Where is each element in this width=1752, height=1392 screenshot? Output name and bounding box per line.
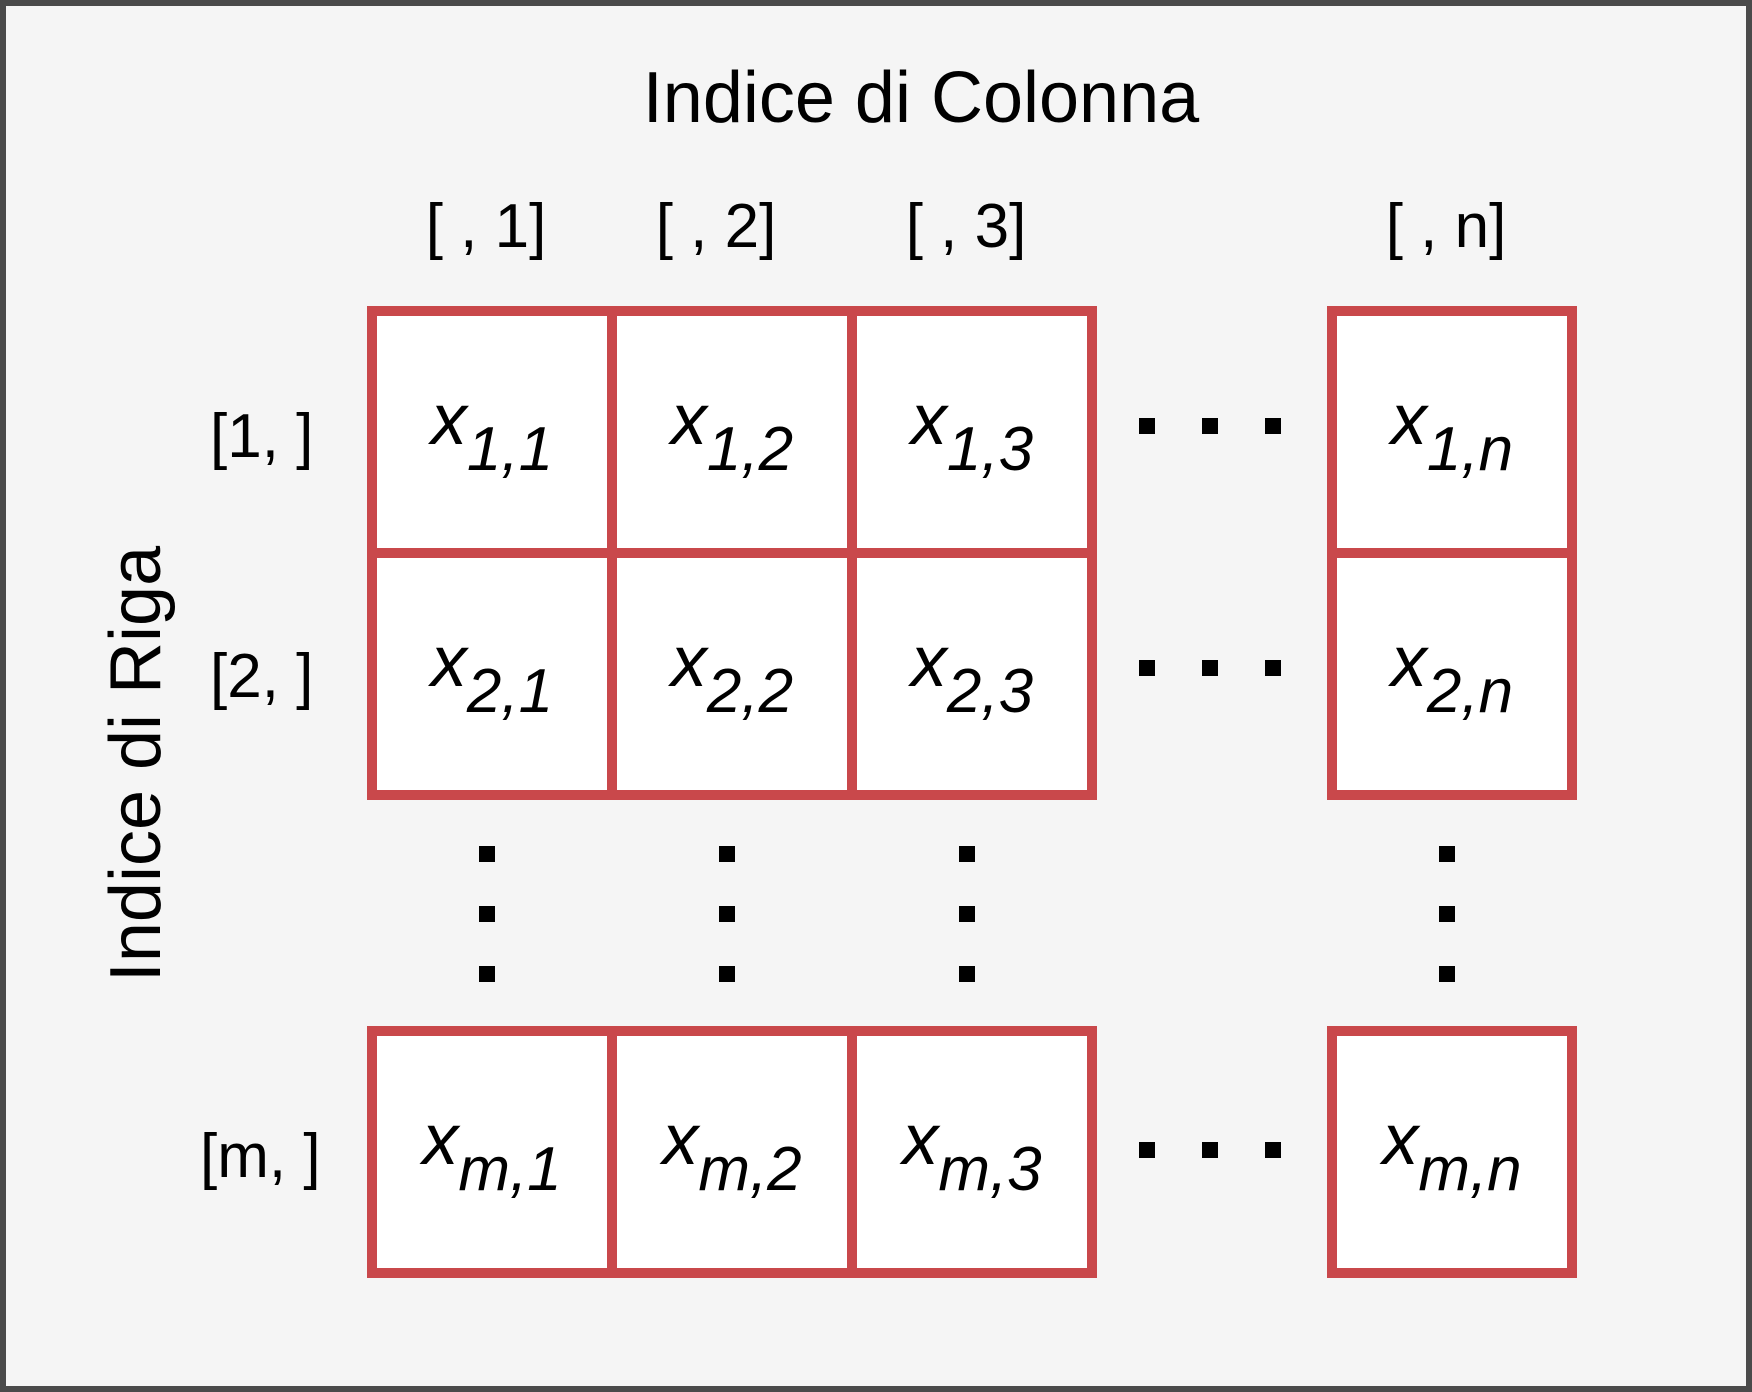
vertical-ellipsis-dot-col-1 <box>479 966 495 982</box>
cell-subscript: 2,3 <box>946 657 1034 727</box>
vertical-ellipsis-dot-col-3 <box>959 906 975 922</box>
cell-base-symbol: x <box>422 1099 459 1180</box>
column-label-2: [ , 2] <box>655 192 777 261</box>
cell-subscript: 1,1 <box>466 415 554 485</box>
matrix-cell-m-3: xm,3 <box>847 1026 1097 1278</box>
horizontal-ellipsis-dot-row-m <box>1139 1142 1155 1158</box>
matrix-cell-value: xm,n <box>1382 1099 1521 1205</box>
cell-subscript: m,2 <box>698 1135 802 1205</box>
cell-subscript: m,3 <box>938 1135 1042 1205</box>
cell-subscript: 2,2 <box>706 657 794 727</box>
cell-base-symbol: x <box>670 621 707 702</box>
row-index-title: Indice di Riga <box>96 545 176 983</box>
horizontal-ellipsis-dot-row-2 <box>1202 660 1218 676</box>
column-label-1: [ , 1] <box>425 192 547 261</box>
horizontal-ellipsis-dot-row-m <box>1202 1142 1218 1158</box>
column-index-title: Indice di Colonna <box>642 58 1200 138</box>
matrix-cell-value: x2,1 <box>431 621 553 727</box>
frame-edge-bottom <box>0 1386 1752 1392</box>
vertical-ellipsis-dot-col-n <box>1439 846 1455 862</box>
cell-base-symbol: x <box>910 621 947 702</box>
matrix-cell-1-3: x1,3 <box>847 306 1097 558</box>
cell-base-symbol: x <box>1390 621 1427 702</box>
cell-base-symbol: x <box>910 379 947 460</box>
vertical-ellipsis-dot-col-2 <box>719 906 735 922</box>
column-label-n: [ , n] <box>1385 192 1507 261</box>
row-label-2: [2, ] <box>210 642 314 711</box>
cell-subscript: 1,3 <box>946 415 1034 485</box>
cell-subscript: m,1 <box>458 1135 562 1205</box>
matrix-cell-1-n: x1,n <box>1327 306 1577 558</box>
horizontal-ellipsis-dot-row-1 <box>1265 418 1281 434</box>
horizontal-ellipsis-dot-row-2 <box>1265 660 1281 676</box>
vertical-ellipsis-dot-col-3 <box>959 966 975 982</box>
matrix-cell-2-3: x2,3 <box>847 548 1097 800</box>
matrix-cell-value: x2,2 <box>671 621 793 727</box>
cell-base-symbol: x <box>1382 1099 1419 1180</box>
cell-subscript: m,n <box>1418 1135 1522 1205</box>
matrix-cell-value: x1,n <box>1391 379 1513 485</box>
matrix-cell-m-2: xm,2 <box>607 1026 857 1278</box>
horizontal-ellipsis-dot-row-2 <box>1139 660 1155 676</box>
row-label-1: [1, ] <box>210 402 314 471</box>
cell-base-symbol: x <box>670 379 707 460</box>
matrix-cell-2-n: x2,n <box>1327 548 1577 800</box>
matrix-cell-1-1: x1,1 <box>367 306 617 558</box>
cell-base-symbol: x <box>662 1099 699 1180</box>
vertical-ellipsis-dot-col-1 <box>479 906 495 922</box>
cell-base-symbol: x <box>430 621 467 702</box>
cell-base-symbol: x <box>1390 379 1427 460</box>
matrix-cell-value: xm,2 <box>662 1099 801 1205</box>
matrix-cell-value: x2,n <box>1391 621 1513 727</box>
cell-base-symbol: x <box>430 379 467 460</box>
matrix-cell-value: x2,3 <box>911 621 1033 727</box>
matrix-cell-value: x1,1 <box>431 379 553 485</box>
horizontal-ellipsis-dot-row-1 <box>1202 418 1218 434</box>
vertical-ellipsis-dot-col-3 <box>959 846 975 862</box>
matrix-cell-value: xm,3 <box>902 1099 1041 1205</box>
matrix-cell-m-n: xm,n <box>1327 1026 1577 1278</box>
vertical-ellipsis-dot-col-2 <box>719 846 735 862</box>
cell-subscript: 2,n <box>1426 657 1514 727</box>
matrix-cell-1-2: x1,2 <box>607 306 857 558</box>
row-label-m: [m, ] <box>200 1122 321 1191</box>
matrix-cell-value: x1,2 <box>671 379 793 485</box>
horizontal-ellipsis-dot-row-1 <box>1139 418 1155 434</box>
cell-base-symbol: x <box>902 1099 939 1180</box>
cell-subscript: 1,n <box>1426 415 1514 485</box>
matrix-cell-value: xm,1 <box>422 1099 561 1205</box>
column-label-3: [ , 3] <box>905 192 1027 261</box>
vertical-ellipsis-dot-col-n <box>1439 906 1455 922</box>
vertical-ellipsis-dot-col-1 <box>479 846 495 862</box>
frame-edge-right <box>1746 0 1752 1392</box>
vertical-ellipsis-dot-col-n <box>1439 966 1455 982</box>
matrix-cell-m-1: xm,1 <box>367 1026 617 1278</box>
matrix-cell-2-2: x2,2 <box>607 548 857 800</box>
cell-subscript: 1,2 <box>706 415 794 485</box>
cell-subscript: 2,1 <box>466 657 554 727</box>
vertical-ellipsis-dot-col-2 <box>719 966 735 982</box>
horizontal-ellipsis-dot-row-m <box>1265 1142 1281 1158</box>
matrix-cell-2-1: x2,1 <box>367 548 617 800</box>
matrix-cell-value: x1,3 <box>911 379 1033 485</box>
